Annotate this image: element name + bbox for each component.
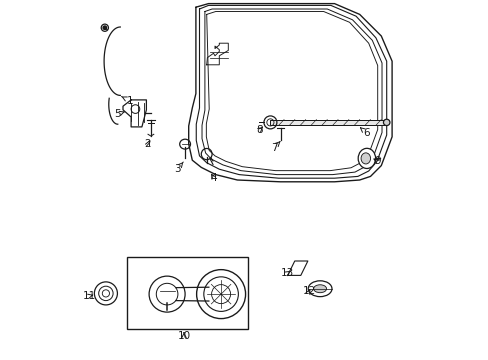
Text: 13: 13 bbox=[281, 268, 294, 278]
Bar bbox=[127, 257, 247, 329]
Text: 4: 4 bbox=[210, 173, 217, 183]
Text: 2: 2 bbox=[144, 139, 151, 149]
Text: 3: 3 bbox=[174, 162, 183, 174]
Text: 5: 5 bbox=[114, 109, 124, 119]
Text: 6: 6 bbox=[360, 128, 369, 138]
Circle shape bbox=[103, 26, 106, 30]
Ellipse shape bbox=[383, 119, 389, 126]
Ellipse shape bbox=[357, 148, 375, 168]
Ellipse shape bbox=[360, 153, 370, 164]
Text: 11: 11 bbox=[83, 291, 96, 301]
Ellipse shape bbox=[313, 285, 326, 293]
Bar bbox=[269, 120, 386, 125]
Text: 7: 7 bbox=[270, 141, 280, 153]
Text: 9: 9 bbox=[373, 156, 380, 166]
Text: 10: 10 bbox=[177, 330, 190, 341]
Ellipse shape bbox=[201, 148, 212, 160]
Text: 8: 8 bbox=[256, 125, 263, 135]
Text: 12: 12 bbox=[302, 286, 315, 296]
Ellipse shape bbox=[307, 281, 331, 297]
Ellipse shape bbox=[179, 139, 190, 149]
Text: 1: 1 bbox=[121, 96, 133, 106]
